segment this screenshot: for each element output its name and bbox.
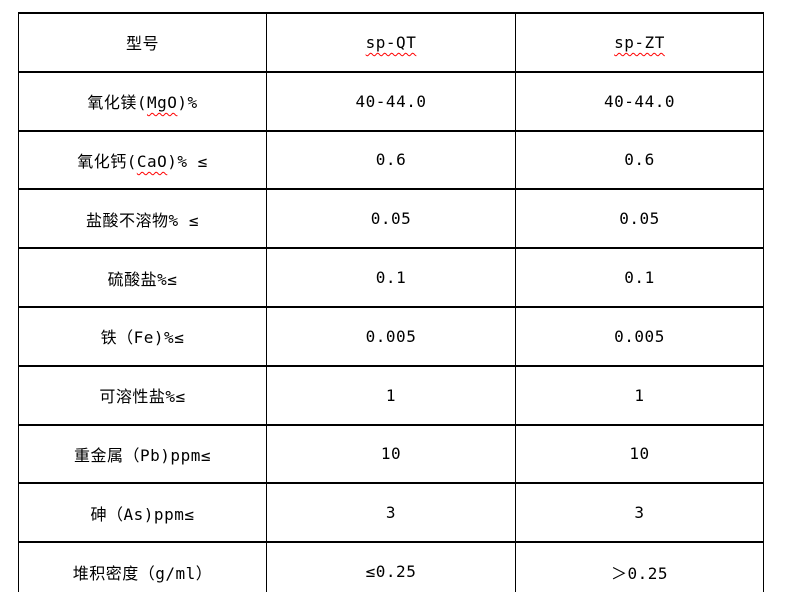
- table-row-hcl-insoluble: 盐酸不溶物% ≤ 0.05 0.05: [18, 188, 764, 250]
- spec-label-cell: 可溶性盐%≤: [18, 364, 267, 426]
- sp-qt-value-cell: 40-44.0: [266, 70, 516, 132]
- spec-label-text: )% ≤: [167, 151, 208, 171]
- table-row-as: 砷（As)ppm≤ 3 3: [18, 482, 764, 544]
- spec-label-cell: 重金属（Pb)ppm≤: [18, 423, 267, 485]
- header-sp-qt: sp-QT: [266, 12, 516, 73]
- spec-label-text: 氧化镁(: [87, 93, 147, 113]
- header-row: 型号 sp-QT sp-ZT: [18, 12, 764, 73]
- spec-label-cell: 铁（Fe)%≤: [18, 305, 267, 367]
- sp-qt-value-cell: 0.1: [266, 247, 516, 308]
- spec-label-cell: 砷（As)ppm≤: [18, 482, 267, 544]
- sp-zt-value-cell: 0.1: [515, 247, 764, 308]
- spec-label-text: 盐酸不溶物% ≤: [86, 210, 199, 230]
- sp-zt-value-cell: 0.005: [515, 305, 764, 367]
- sp-zt-value-cell: 1: [515, 364, 764, 426]
- sp-zt-value-cell: 0.6: [515, 129, 764, 191]
- table-row-bulk-density: 堆积密度（g/ml） ≤0.25 ＞0.25: [18, 541, 764, 592]
- spec-label-cell: 堆积密度（g/ml）: [18, 541, 267, 592]
- header-sp-zt: sp-ZT: [515, 12, 764, 73]
- spec-label-text: )%: [177, 93, 198, 113]
- sp-zt-value-cell: 0.05: [515, 188, 764, 250]
- spec-label-text: 砷（As)ppm≤: [90, 504, 195, 524]
- spec-label-text: 可溶性盐%≤: [99, 387, 186, 407]
- sp-zt-value-cell: ＞0.25: [515, 541, 764, 592]
- sp-qt-value-cell: 1: [266, 364, 516, 426]
- misspelled-text: CaO: [136, 151, 168, 171]
- spec-label-cell: 盐酸不溶物% ≤: [18, 188, 267, 250]
- sp-qt-value-cell: 0.005: [266, 305, 516, 367]
- misspelled-text: MgO: [146, 93, 178, 113]
- sp-qt-value-cell: 0.6: [266, 129, 516, 191]
- spec-label-text: 堆积密度（g/ml）: [72, 563, 213, 583]
- spec-label-text: 铁（Fe)%≤: [100, 328, 185, 348]
- spec-label-cell: 氧化镁(MgO)%: [18, 70, 267, 132]
- sp-qt-value-cell: 0.05: [266, 188, 516, 250]
- sp-zt-value-cell: 40-44.0: [515, 70, 764, 132]
- sp-qt-value-cell: ≤0.25: [266, 541, 516, 592]
- spec-label-text: 氧化钙(: [77, 151, 137, 171]
- spec-label-text: 重金属（Pb)ppm≤: [74, 445, 211, 465]
- sp-qt-value-cell: 3: [266, 482, 516, 544]
- table-row-sulfate: 硫酸盐%≤ 0.1 0.1: [18, 247, 764, 308]
- table-row-cao: 氧化钙(CaO)% ≤ 0.6 0.6: [18, 129, 764, 191]
- table-row-fe: 铁（Fe)%≤ 0.005 0.005: [18, 305, 764, 367]
- spec-label-cell: 硫酸盐%≤: [18, 247, 267, 308]
- spec-label-cell: 氧化钙(CaO)% ≤: [18, 129, 267, 191]
- sp-qt-label: sp-QT: [365, 32, 417, 52]
- spec-label-text: 硫酸盐%≤: [107, 269, 178, 289]
- sp-zt-label: sp-ZT: [614, 32, 665, 52]
- sp-zt-value-cell: 10: [515, 423, 764, 485]
- sp-qt-value-cell: 10: [266, 423, 516, 485]
- product-spec-table: 型号 sp-QT sp-ZT 氧化镁(MgO)% 40-44.0 40-44.0…: [18, 12, 764, 592]
- sp-zt-value-cell: 3: [515, 482, 764, 544]
- table-row-pb: 重金属（Pb)ppm≤ 10 10: [18, 423, 764, 485]
- table-row-mgo: 氧化镁(MgO)% 40-44.0 40-44.0: [18, 70, 764, 132]
- table-row-soluble-salt: 可溶性盐%≤ 1 1: [18, 364, 764, 426]
- header-model-label: 型号: [18, 12, 267, 73]
